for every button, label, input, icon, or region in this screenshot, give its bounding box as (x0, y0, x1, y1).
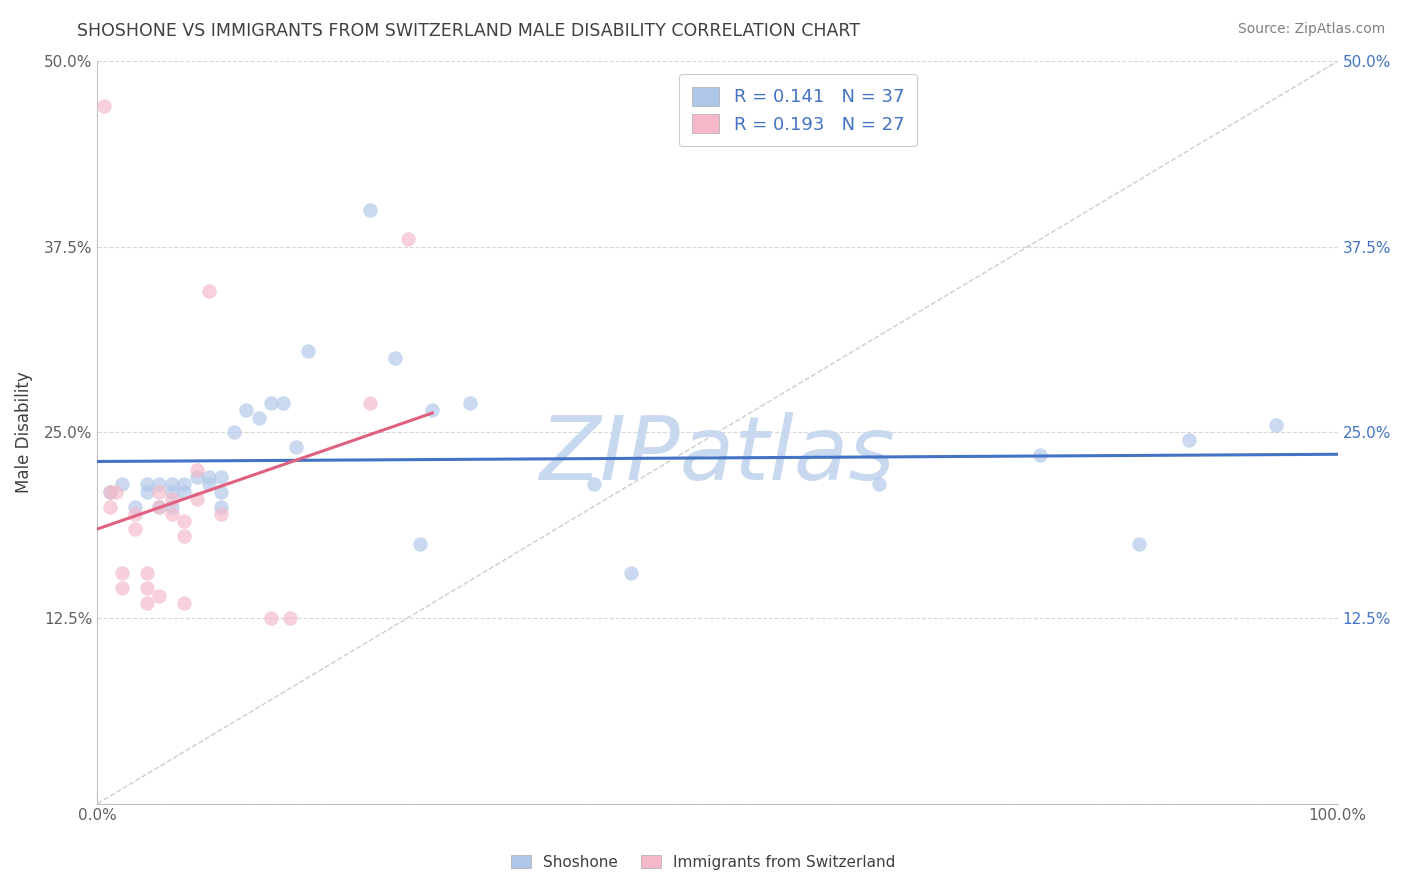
Point (136, 484, 159, 499)
Point (420, 403, 443, 417)
Point (260, 395, 283, 409)
Point (359, 395, 381, 409)
Point (136, 477, 159, 491)
Legend: R = 0.141   N = 37, R = 0.193   N = 27: R = 0.141 N = 37, R = 0.193 N = 27 (679, 74, 917, 146)
Point (198, 470, 221, 484)
Point (1178, 433, 1201, 447)
Point (186, 470, 208, 484)
Point (620, 566, 643, 581)
Point (198, 477, 221, 491)
Point (1128, 537, 1150, 551)
Point (98, 484, 121, 499)
Text: ZIPatlas: ZIPatlas (540, 411, 896, 498)
Legend: Shoshone, Immigrants from Switzerland: Shoshone, Immigrants from Switzerland (503, 847, 903, 877)
Point (160, 507, 183, 521)
Point (359, 202, 381, 217)
Point (98, 500, 121, 514)
Point (148, 500, 170, 514)
Text: Source: ZipAtlas.com: Source: ZipAtlas.com (1237, 22, 1385, 37)
Point (278, 611, 301, 625)
Point (136, 582, 159, 596)
Point (136, 596, 159, 610)
Point (458, 395, 481, 409)
Point (105, 484, 128, 499)
Point (148, 500, 170, 514)
Point (211, 507, 233, 521)
Point (111, 477, 134, 491)
Point (235, 403, 257, 417)
Point (868, 477, 890, 491)
Point (222, 425, 245, 440)
Point (124, 500, 146, 514)
Point (173, 515, 195, 529)
Point (173, 596, 195, 610)
Point (148, 484, 170, 499)
Point (211, 500, 233, 514)
Point (160, 500, 183, 514)
Point (98, 484, 121, 499)
Point (173, 477, 195, 491)
Point (211, 470, 233, 484)
Point (111, 566, 134, 581)
Point (297, 343, 319, 358)
Point (93, 98, 115, 112)
Point (148, 589, 170, 603)
Point (160, 477, 183, 491)
Point (260, 611, 283, 625)
Point (173, 484, 195, 499)
Point (396, 232, 419, 246)
Point (173, 529, 195, 543)
Point (160, 484, 183, 499)
Point (409, 537, 432, 551)
Y-axis label: Male Disability: Male Disability (15, 371, 32, 493)
Point (136, 566, 159, 581)
Point (384, 351, 406, 365)
Point (160, 492, 183, 507)
Point (124, 507, 146, 521)
Point (198, 285, 221, 299)
Point (124, 522, 146, 536)
Point (1029, 448, 1052, 462)
Point (273, 395, 295, 409)
Point (186, 462, 208, 476)
Point (148, 477, 170, 491)
Point (111, 582, 134, 596)
Text: SHOSHONE VS IMMIGRANTS FROM SWITZERLAND MALE DISABILITY CORRELATION CHART: SHOSHONE VS IMMIGRANTS FROM SWITZERLAND … (77, 22, 860, 40)
Point (247, 410, 270, 425)
Point (1264, 417, 1286, 432)
Point (582, 477, 605, 491)
Point (284, 440, 307, 454)
Point (211, 484, 233, 499)
Point (186, 492, 208, 507)
